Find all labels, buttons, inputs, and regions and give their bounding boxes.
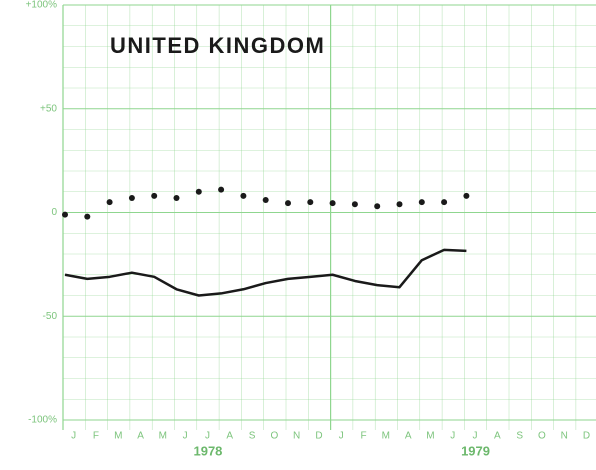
data-point (441, 199, 448, 206)
data-point (285, 200, 291, 207)
data-point (262, 197, 269, 204)
x-tick-label: D (315, 431, 323, 442)
x-tick-label: S (249, 431, 257, 442)
data-point (418, 199, 425, 206)
y-tick-label: +100% (26, 0, 58, 11)
year-label: 1979 (461, 443, 490, 458)
x-tick-label: A (494, 431, 502, 442)
data-point (396, 201, 403, 208)
data-point (374, 203, 381, 210)
x-tick-label: O (538, 431, 547, 442)
x-tick-label: N (561, 431, 569, 442)
x-tick-label: D (583, 431, 591, 442)
chart-title: UNITED KINGDOM (110, 33, 325, 58)
data-point (240, 192, 247, 199)
data-line (64, 248, 467, 297)
x-tick-label: F (93, 431, 100, 442)
x-tick-label: J (450, 431, 456, 442)
x-tick-label: J (473, 431, 479, 442)
y-tick-label: 0 (51, 207, 57, 218)
x-tick-label: J (205, 431, 211, 442)
y-tick-label: -100% (28, 415, 57, 426)
x-tick-label: M (159, 431, 168, 442)
x-tick-label: J (183, 431, 189, 442)
x-tick-label: M (382, 431, 391, 442)
x-tick-label: F (360, 431, 367, 442)
y-tick-label: -50 (43, 311, 58, 322)
x-tick-label: S (516, 431, 524, 442)
data-point (62, 211, 68, 218)
data-point (218, 186, 225, 193)
x-tick-label: A (137, 431, 145, 442)
data-point (106, 199, 113, 206)
x-tick-label: A (226, 431, 234, 442)
data-point (195, 188, 202, 195)
data-point (307, 199, 314, 206)
data-point (151, 192, 158, 199)
x-tick-label: M (426, 431, 435, 442)
year-label: 1978 (193, 443, 222, 458)
data-point (173, 194, 180, 201)
data-point (351, 201, 358, 208)
x-tick-label: J (339, 431, 345, 442)
data-point (329, 200, 336, 207)
x-tick-label: M (114, 431, 123, 442)
y-tick-label: +50 (40, 103, 57, 114)
data-point (84, 213, 91, 220)
data-point (463, 192, 470, 199)
x-tick-label: N (293, 431, 301, 442)
x-tick-label: J (71, 431, 77, 442)
x-tick-label: O (270, 431, 279, 442)
x-tick-label: A (405, 431, 413, 442)
data-point (128, 194, 135, 201)
